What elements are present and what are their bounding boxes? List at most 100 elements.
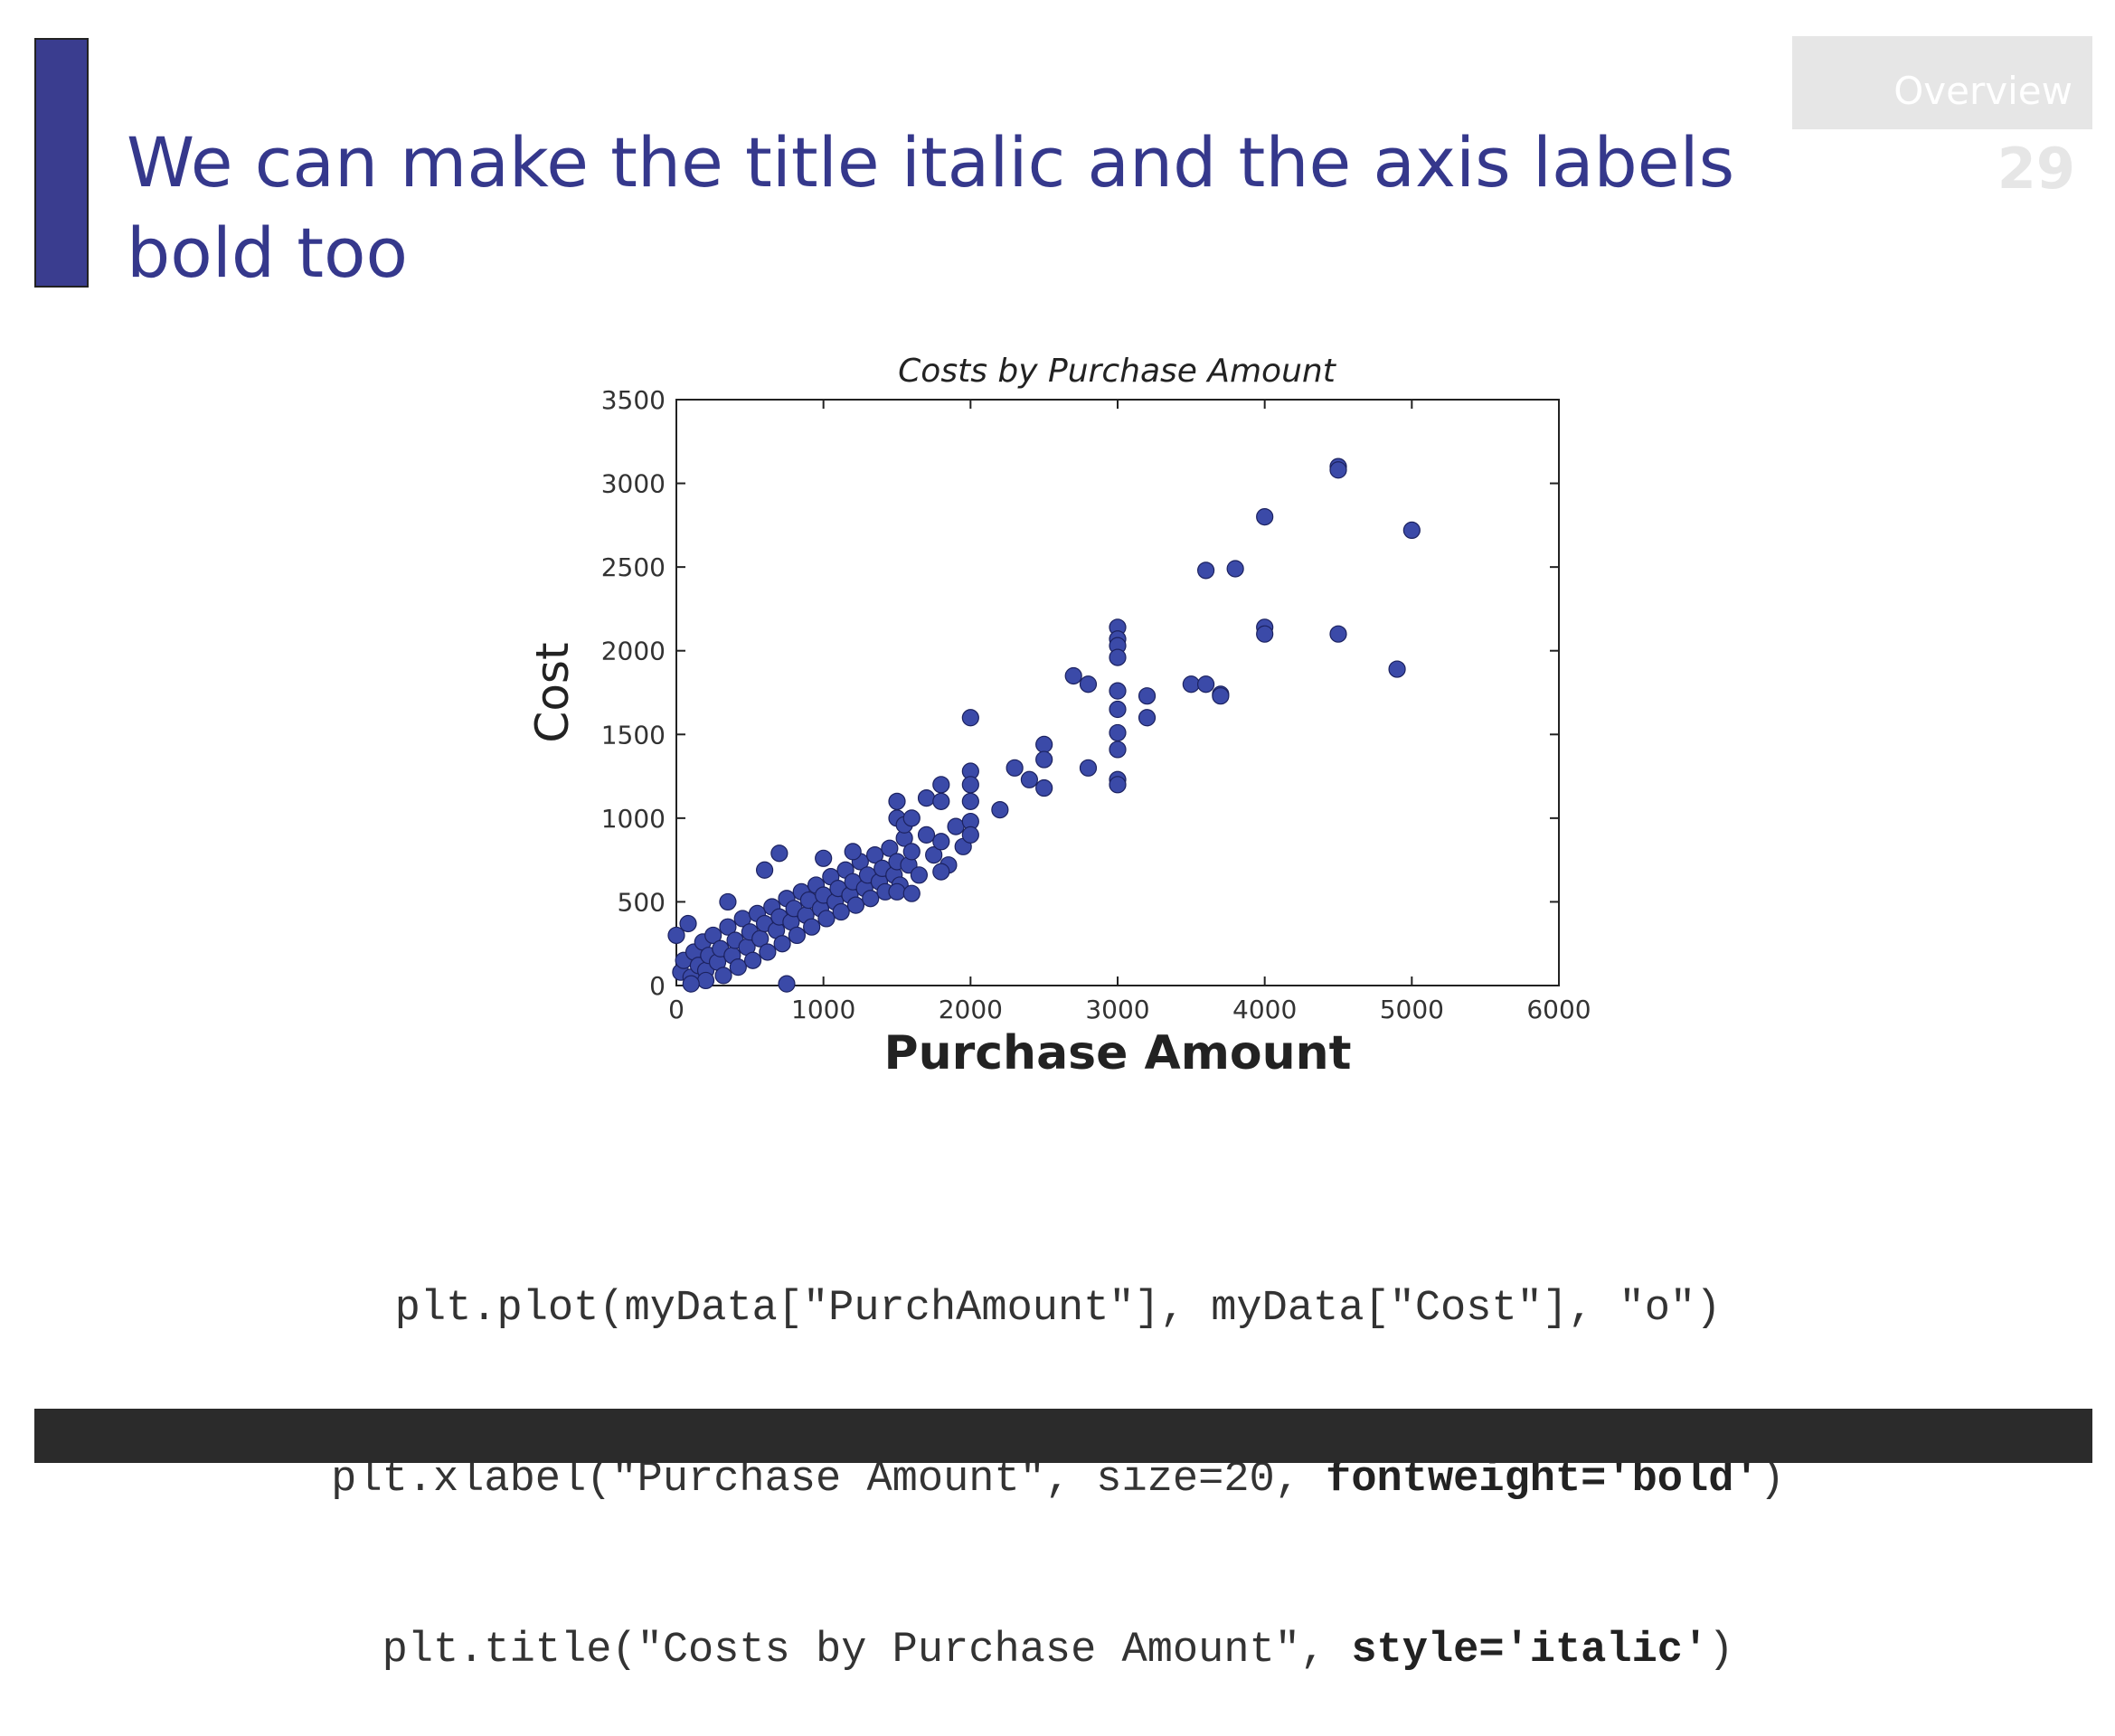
data-point: [961, 776, 979, 794]
y-tick-label: 3500: [601, 385, 666, 415]
data-point: [788, 926, 806, 945]
data-point: [961, 792, 979, 810]
data-point: [1138, 709, 1157, 727]
data-points: [667, 458, 1421, 993]
data-point: [1109, 776, 1127, 794]
x-tick-label: 0: [668, 995, 685, 1024]
x-tick-label: 1000: [791, 995, 855, 1024]
data-point: [679, 914, 697, 933]
data-point: [719, 918, 737, 936]
data-point: [729, 958, 747, 976]
chart-svg: Costs by Purchase Amount 0 1000 2000 3000 40…: [526, 353, 1591, 1080]
x-tick-label: 6000: [1526, 995, 1591, 1024]
data-point: [881, 839, 899, 857]
data-point: [1329, 461, 1347, 479]
data-point: [917, 826, 936, 844]
data-point: [991, 800, 1009, 819]
data-point: [1196, 561, 1215, 580]
code-title-text: plt.title("Costs by Purchase Amount",: [382, 1627, 1352, 1675]
data-point: [714, 967, 732, 985]
data-point: [1402, 521, 1421, 540]
slide-title: We can make the title italic and the axi…: [127, 122, 1735, 293]
data-point: [1109, 700, 1127, 719]
data-point: [1138, 687, 1157, 705]
data-point: [1006, 759, 1024, 777]
data-point: [803, 918, 821, 936]
x-tick-label: 4000: [1232, 995, 1297, 1024]
data-point: [817, 910, 836, 928]
code-line-title: plt.title("Costs by Purchase Amount", st…: [163, 1622, 1953, 1679]
x-axis-label: Purchase Amount: [883, 1026, 1351, 1080]
y-axis-label: Cost: [526, 642, 579, 742]
data-point: [1388, 660, 1406, 678]
data-point: [932, 792, 950, 810]
x-tick-label: 3000: [1085, 995, 1149, 1024]
data-point: [1256, 508, 1274, 526]
data-point: [1079, 675, 1098, 693]
data-point: [846, 896, 865, 914]
data-point: [902, 843, 921, 861]
data-point: [773, 935, 791, 953]
y-tick-label: 0: [649, 971, 666, 1001]
data-point: [932, 776, 950, 794]
data-point: [1035, 750, 1053, 769]
data-point: [961, 826, 979, 844]
data-point: [1109, 682, 1127, 700]
data-point: [1329, 625, 1347, 643]
data-point: [866, 845, 884, 864]
data-point: [862, 890, 880, 908]
data-point: [704, 926, 722, 945]
data-point: [947, 817, 965, 835]
data-point: [1035, 735, 1053, 753]
x-tick-label: 5000: [1380, 995, 1444, 1024]
chart-title: Costs by Purchase Amount: [898, 353, 1337, 390]
data-point: [696, 971, 715, 990]
data-point: [910, 866, 928, 884]
y-axis-ticks: 0 500 1000 1500 2000 2500 3000 3500: [601, 385, 1559, 1001]
data-point: [932, 833, 950, 851]
data-point: [1020, 770, 1039, 788]
section-tab-overview[interactable]: Overview: [1792, 36, 2092, 129]
data-point: [1212, 687, 1230, 705]
x-axis-ticks: 0 1000 2000 3000 4000 5000 6000: [668, 400, 1591, 1024]
data-point: [888, 792, 906, 810]
data-point: [778, 975, 796, 993]
data-point: [961, 709, 979, 727]
data-point: [770, 844, 788, 863]
data-point: [756, 861, 774, 879]
data-point: [932, 863, 950, 881]
code-title-close: ): [1708, 1627, 1734, 1675]
data-point: [1256, 625, 1274, 643]
code-line-plot: plt.plot(myData["PurchAmount"], myData["…: [394, 1285, 1722, 1333]
data-point: [1064, 666, 1082, 685]
data-point: [832, 902, 850, 921]
data-point: [1109, 648, 1127, 666]
data-point: [902, 884, 921, 902]
data-point: [1109, 741, 1127, 759]
data-point: [1109, 723, 1127, 742]
data-point: [682, 975, 700, 993]
page-number: 29: [1997, 136, 2075, 202]
data-point: [815, 849, 833, 867]
title-accent-bar: [34, 38, 89, 288]
y-tick-label: 500: [618, 887, 666, 917]
data-point: [667, 926, 685, 945]
scatter-chart: Costs by Purchase Amount 0 1000 2000 3000 40…: [506, 335, 1610, 1116]
data-point: [743, 951, 762, 969]
data-point: [1196, 675, 1215, 693]
data-point: [1226, 560, 1244, 578]
data-point: [759, 943, 777, 961]
data-point: [925, 845, 943, 864]
data-point: [1182, 675, 1200, 693]
y-tick-label: 1000: [601, 804, 666, 834]
data-point: [888, 882, 906, 901]
y-tick-label: 3000: [601, 469, 666, 499]
data-point: [917, 789, 936, 807]
data-point: [1079, 759, 1098, 777]
y-tick-label: 2500: [601, 552, 666, 582]
y-tick-label: 2000: [601, 637, 666, 666]
x-tick-label: 2000: [939, 995, 1003, 1024]
data-point: [1035, 778, 1053, 797]
data-point: [902, 809, 921, 827]
code-style-arg: style='italic': [1351, 1627, 1709, 1675]
